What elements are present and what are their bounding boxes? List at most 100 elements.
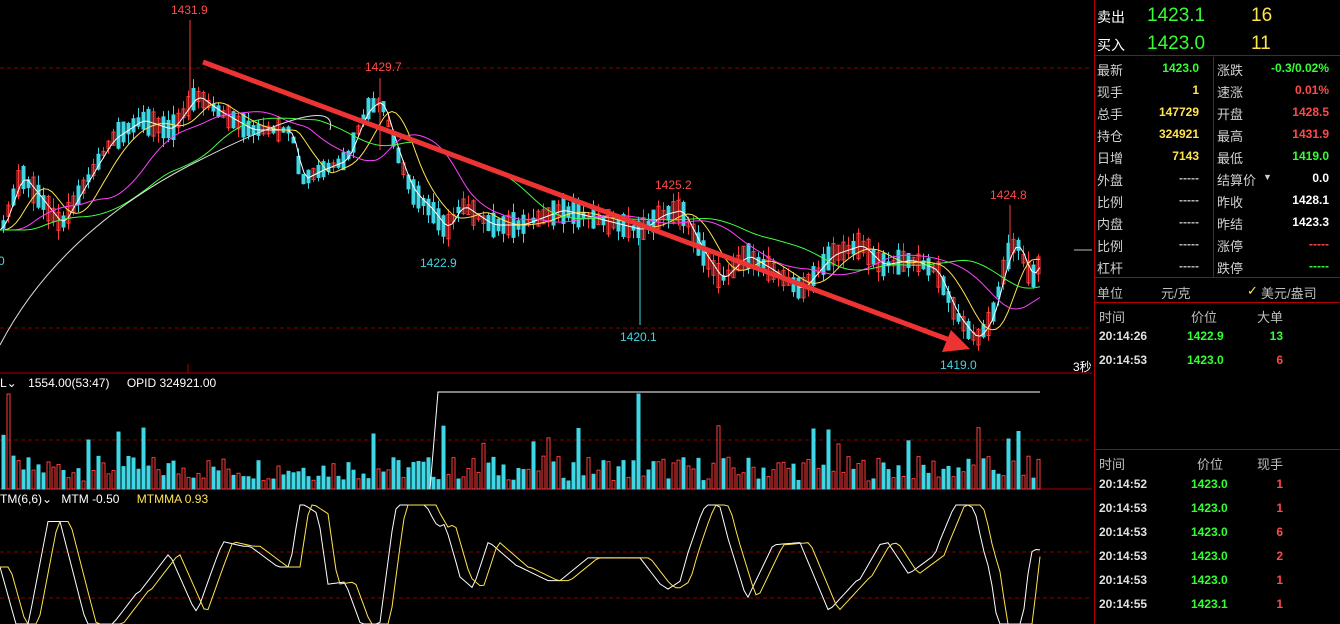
candle-body [821,253,826,275]
candle-body [866,238,871,266]
mtm-header: TM(6,6)⌄ MTM -0.50 MTMMA 0.93 [0,492,208,506]
stat-value: ----- [1309,237,1329,251]
volume-bar [481,442,486,490]
tick-row[interactable]: 20:14:53 1423.0 6 [1095,520,1340,544]
tick-row[interactable]: 20:14:55 1423.1 1 [1095,592,1340,616]
volume-bar [596,469,601,490]
volume-bar [1006,438,1011,490]
currency-check-icon[interactable]: ✓ [1247,283,1258,298]
volume-bar [316,475,321,490]
price-chart[interactable] [0,0,1092,624]
candle-body [956,313,961,322]
volume-bar [841,471,846,490]
unit-row: 单位 元/克 ✓ 美元/盎司 [1095,279,1340,303]
candle-body [1016,239,1021,251]
volume-bar [166,463,171,490]
candle-body [96,153,101,170]
volume-bar [976,427,981,490]
candle-body [101,150,106,156]
volume-bar [76,468,81,490]
stat-value: 1428.1 [1292,193,1329,207]
stat-value: 1423.0 [1162,61,1199,75]
volume-bar [291,472,296,490]
volume-bar [11,455,16,490]
period-label[interactable]: 3秒 [1073,360,1092,374]
volume-bar [141,427,146,490]
volume-bar [371,433,376,490]
ask-row[interactable]: 卖出 1423.1 16 [1095,2,1340,28]
volume-bar [1001,475,1006,490]
candle-body [31,176,36,204]
candle-body [1026,260,1031,284]
stat-row-right: 昨收 1428.1 [1215,189,1339,211]
big-order-time: 20:14:53 [1099,353,1148,367]
candle-body [441,215,446,237]
tick-qty: 2 [1276,549,1283,563]
volume-bar [891,477,896,490]
mtm-menu-icon[interactable]: ⌄ [42,492,53,506]
volume-bar [826,429,831,490]
bid-row[interactable]: 买入 1423.0 11 [1095,30,1340,56]
volume-bar [66,477,71,490]
volume-bar [226,468,231,490]
volume-bar [661,458,666,490]
volume-bar [541,455,546,490]
candle-body [431,202,436,224]
tick-qty: 1 [1276,477,1283,491]
candle-body [881,253,886,277]
stat-key: 现手 [1097,85,1124,100]
stat-value: 1419.0 [1292,149,1329,163]
volume-bar [676,459,681,490]
opid-line [429,391,1040,490]
volume-bar [341,479,346,490]
tick-row[interactable]: 20:14:52 1423.0 1 [1095,472,1340,496]
big-order-row[interactable]: 20:14:53 1423.0 6 [1095,348,1340,372]
volume-bar [746,457,751,490]
volume-bar [701,480,706,490]
volume-bar [326,476,331,490]
candle-body [961,316,966,332]
candle-body [476,212,481,220]
big-order-row[interactable]: 20:14:26 1422.9 13 [1095,324,1340,348]
candle-body [831,243,836,266]
candle-body [456,206,461,214]
volume-bar [361,473,366,490]
tick-qty: 6 [1276,525,1283,539]
volume-bar [266,478,271,490]
volume-menu-icon[interactable]: L⌄ [0,376,17,390]
tick-row[interactable]: 20:14:53 1423.0 1 [1095,496,1340,520]
mtm-line [0,504,1041,624]
big-order-qty: 6 [1276,353,1283,367]
mtm-name[interactable]: TM(6,6) [0,492,42,506]
volume-bar [1016,430,1021,490]
candle-body [1031,264,1036,288]
chart-area[interactable]: 1431.9 1429.7 1425.2 1424.8 1422.9 1420.… [0,0,1092,624]
volume-bar [121,466,126,490]
volume-bar [431,476,436,490]
tick-row[interactable]: 20:14:53 1423.0 2 [1095,544,1340,568]
label-1431-9: 1431.9 [171,3,208,17]
candle-body [756,256,761,268]
stat-value: ----- [1179,237,1199,251]
volume-bar [961,471,966,490]
volume-bar [51,466,56,490]
big-order-price: 1422.9 [1187,329,1224,343]
candle-body [41,195,46,210]
stat-row-left: 持仓 324921 [1095,123,1213,145]
volume-bar [336,475,341,490]
volume-bar [1031,477,1036,490]
stat-key: 速涨 [1217,85,1244,100]
volume-bar [616,466,621,490]
currency-toggle[interactable]: 美元/盎司 [1261,286,1317,301]
tick-row[interactable]: 20:14:53 1423.0 1 [1095,568,1340,592]
stat-row-right: 跌停 ----- [1215,255,1339,277]
volume-bar [491,456,496,490]
dropdown-icon[interactable]: ▼ [1263,172,1272,182]
volume-bar [466,468,471,490]
candle-body [21,165,26,190]
candle-body [461,198,466,215]
volume-bar [6,393,11,490]
volume-header: L⌄ 1554.00(53:47) OPID 324921.00 [0,376,216,390]
candle-body [486,215,491,231]
tick-time: 20:14:53 [1099,573,1148,587]
